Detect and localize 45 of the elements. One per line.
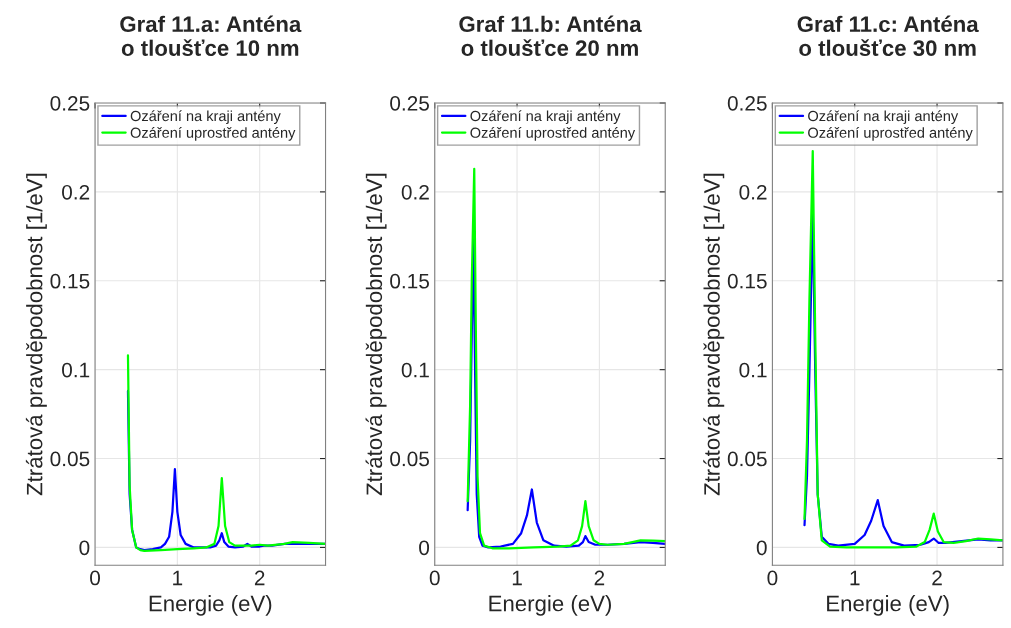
legend-label: Ozáření na kraji antény <box>470 110 621 125</box>
y-tick-label: 0 <box>79 540 90 556</box>
y-axis-title: Ztrátová pravděpodobnost [1/eV] <box>703 173 725 496</box>
y-tick-label: 0 <box>756 540 767 556</box>
y-tick-label: 0.05 <box>390 451 429 467</box>
x-tick-label: 1 <box>512 570 522 586</box>
x-axis-title: Energie (eV) <box>149 595 272 616</box>
x-tick-label: 0 <box>429 570 440 586</box>
legend-label: Ozáření na kraji antény <box>130 110 281 125</box>
legend-label: Ozáření na kraji antény <box>808 110 959 125</box>
y-tick-label: 0.1 <box>739 362 767 378</box>
y-tick-label: 0.2 <box>401 184 429 200</box>
y-tick-label: 0.05 <box>727 451 767 467</box>
legend-label: Ozáření uprostřed antény <box>808 126 973 141</box>
y-tick-label: 0.05 <box>50 451 90 467</box>
y-tick-label: 0.25 <box>390 95 429 111</box>
x-tick-label: 1 <box>850 570 860 586</box>
chart-title: Graf 11.a: Anténa o tloušťce 10 nm <box>120 15 302 56</box>
y-tick-label: 0.2 <box>62 184 90 200</box>
y-tick-label: 0.15 <box>727 273 767 289</box>
chart-title: Graf 11.c: Anténa o tloušťce 30 nm <box>797 15 979 57</box>
y-tick-label: 0.1 <box>401 362 429 378</box>
line-series <box>803 149 1003 549</box>
y-tick-label: 0.2 <box>739 184 767 200</box>
y-axis-title: Ztrátová pravděpodobnost [1/eV] <box>365 173 387 496</box>
line-series <box>466 167 666 550</box>
x-tick-label: 2 <box>594 570 605 586</box>
x-tick-label: 2 <box>254 570 265 586</box>
y-tick-label: 0 <box>419 540 430 556</box>
y-tick-label: 0.15 <box>390 273 429 289</box>
x-axis-title: Energie (eV) <box>827 595 949 616</box>
x-axis-title: Energie (eV) <box>489 595 611 616</box>
x-tick-label: 0 <box>767 570 778 586</box>
y-tick-label: 0.15 <box>50 273 90 289</box>
x-tick-label: 1 <box>173 570 183 586</box>
legend-label: Ozáření uprostřed antény <box>130 126 296 141</box>
legend-label: Ozáření uprostřed antény <box>470 126 636 141</box>
x-tick-label: 0 <box>90 570 101 586</box>
x-tick-label: 2 <box>932 570 942 586</box>
line-series <box>126 354 326 553</box>
chart-title: Graf 11.b: Anténa o tloušťce 20 nm <box>459 15 642 56</box>
y-tick-label: 0.1 <box>62 362 90 378</box>
y-tick-label: 0.25 <box>727 95 767 111</box>
y-axis-title: Ztrátová pravděpodobnost [1/eV] <box>25 173 47 496</box>
y-tick-label: 0.25 <box>50 95 90 111</box>
